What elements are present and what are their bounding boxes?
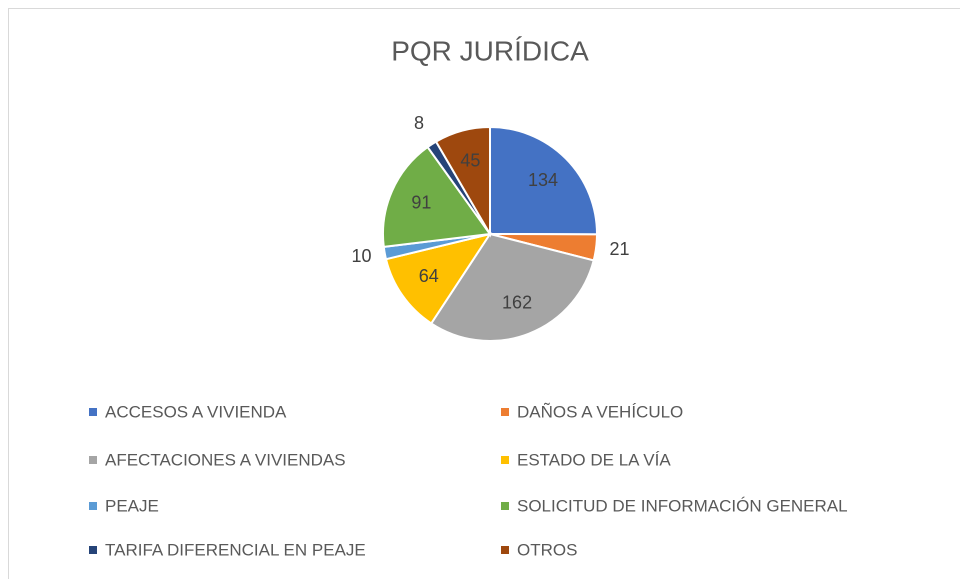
pie-slice — [429, 232, 595, 342]
pie-slice — [434, 125, 491, 238]
data-label: 10 — [352, 246, 372, 266]
pie-slice — [489, 125, 599, 236]
legend-label: OTROS — [517, 540, 577, 559]
chart-title: PQR JURÍDICA — [391, 35, 589, 66]
legend-swatch — [89, 456, 97, 464]
legend-label: PEAJE — [105, 496, 159, 515]
legend-label: ACCESOS A VIVIENDA — [105, 402, 287, 421]
legend-label: DAÑOS A VEHÍCULO — [517, 402, 683, 421]
legend-label: SOLICITUD DE INFORMACIÓN GENERAL — [517, 496, 848, 515]
legend-swatch — [501, 502, 509, 510]
pie-slice — [384, 232, 493, 325]
legend-label: AFECTACIONES A VIVIENDAS — [105, 450, 346, 469]
legend-swatch — [501, 408, 509, 416]
pie-slice — [382, 145, 492, 248]
legend-label: TARIFA DIFERENCIAL EN PEAJE — [105, 540, 366, 559]
legend-swatch — [501, 546, 509, 554]
data-label: 134 — [528, 170, 558, 190]
data-label: 162 — [502, 293, 532, 313]
data-label: 64 — [419, 266, 439, 286]
data-label: 91 — [411, 193, 431, 213]
legend-swatch — [89, 502, 97, 510]
legend-swatch — [501, 456, 509, 464]
legend-swatch — [89, 546, 97, 554]
data-label: 45 — [460, 150, 480, 170]
legend-label: ESTADO DE LA VÍA — [517, 450, 671, 469]
legend-swatch — [89, 408, 97, 416]
data-label: 8 — [414, 113, 424, 133]
data-label: 21 — [609, 239, 629, 259]
